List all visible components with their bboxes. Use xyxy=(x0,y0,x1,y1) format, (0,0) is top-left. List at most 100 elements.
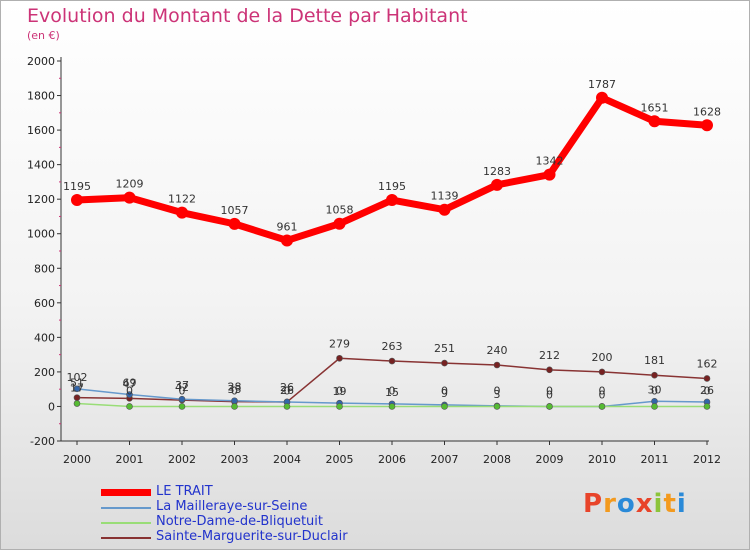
data-label: 1139 xyxy=(431,190,459,203)
data-label: 28 xyxy=(228,381,242,394)
series-point xyxy=(543,168,556,181)
series-point xyxy=(126,403,133,410)
data-label: 33 xyxy=(228,383,242,396)
data-label: 1057 xyxy=(221,204,249,217)
data-label: 9 xyxy=(441,387,448,400)
data-label: 26 xyxy=(280,381,294,394)
x-tick-label: 2010 xyxy=(588,453,616,466)
series-point xyxy=(178,403,186,410)
data-label: 279 xyxy=(329,337,350,350)
legend-item: LE TRAIT xyxy=(101,484,421,500)
data-label: 37 xyxy=(175,379,189,392)
chart-unit-subtitle: (en €) xyxy=(27,29,60,42)
x-tick-label: 2008 xyxy=(483,453,511,466)
logo-letter: P xyxy=(583,489,604,519)
y-tick-label: 2000 xyxy=(27,55,55,68)
series-point xyxy=(441,403,448,410)
series-point xyxy=(73,394,81,401)
data-label: 1283 xyxy=(483,165,511,178)
legend-item: Sainte-Marguerite-sur-Duclair xyxy=(101,529,421,545)
series-point xyxy=(176,206,188,219)
series-point xyxy=(73,385,81,393)
series-point xyxy=(126,391,133,398)
x-tick-label: 2003 xyxy=(221,453,249,466)
y-tick-label: 800 xyxy=(34,262,55,275)
legend-swatch xyxy=(101,537,151,539)
legend-swatch xyxy=(101,507,151,509)
y-tick-label: 1200 xyxy=(27,193,55,206)
series-point xyxy=(648,115,661,128)
proxiti-logo: Proxiti xyxy=(583,489,687,519)
data-label: 0 xyxy=(389,384,396,397)
series-line xyxy=(76,94,708,244)
series-point xyxy=(388,357,396,365)
x-tick-label: 2007 xyxy=(431,453,459,466)
series-point xyxy=(441,359,448,367)
y-tick-label: 1600 xyxy=(27,124,55,137)
data-label: 15 xyxy=(385,386,399,399)
data-label: 3 xyxy=(494,388,501,401)
series-point xyxy=(123,191,136,204)
series-point xyxy=(598,403,606,410)
x-tick-label: 2000 xyxy=(63,453,91,466)
legend-label: LE TRAIT xyxy=(156,484,213,499)
legend-item: La Mailleraye-sur-Seine xyxy=(101,499,421,515)
y-tick-label: 1400 xyxy=(27,159,55,172)
data-label: 69 xyxy=(123,377,137,390)
data-label: 19 xyxy=(333,385,347,398)
y-tick-label: 1800 xyxy=(27,90,55,103)
series-point xyxy=(71,194,83,207)
series-point xyxy=(651,371,658,379)
x-tick-label: 2004 xyxy=(273,453,301,466)
data-label: 42 xyxy=(175,381,189,394)
y-tick-label: -200 xyxy=(30,435,55,448)
series-point xyxy=(491,178,503,191)
y-tick-label: 400 xyxy=(34,331,55,344)
data-label: 26 xyxy=(700,384,714,397)
x-tick-label: 2005 xyxy=(326,453,354,466)
data-label: 961 xyxy=(277,220,298,233)
logo-letter: r xyxy=(603,489,617,519)
data-label: 181 xyxy=(644,354,665,367)
y-tick-label: 200 xyxy=(34,366,55,379)
series-point xyxy=(386,194,398,207)
series-point xyxy=(596,91,608,104)
x-tick-label: 2012 xyxy=(693,453,721,466)
data-label: 0 xyxy=(546,384,553,397)
chart-title: Evolution du Montant de la Dette par Hab… xyxy=(27,5,468,27)
series-point xyxy=(333,217,346,230)
data-label: 0 xyxy=(126,384,133,397)
data-label: 0 xyxy=(599,384,606,397)
data-label: 251 xyxy=(434,342,455,355)
logo-letter: t xyxy=(663,489,677,519)
series-point xyxy=(231,397,238,405)
logo-letter: x xyxy=(635,489,654,519)
series-point xyxy=(336,354,343,362)
data-label: 47 xyxy=(123,377,137,390)
data-label: 1122 xyxy=(168,193,196,206)
series-point xyxy=(336,403,343,410)
series-point xyxy=(228,217,241,230)
chart-legend: LE TRAIT La Mailleraye-sur-Seine Notre-Dam… xyxy=(101,484,421,545)
legend-item: Notre-Dame-de-Bliquetuit xyxy=(101,514,421,530)
x-tick-label: 2002 xyxy=(168,453,196,466)
data-label: 30 xyxy=(648,383,662,396)
series-point xyxy=(701,119,713,132)
data-label: 1787 xyxy=(588,78,616,91)
series-point xyxy=(438,203,451,216)
series-point xyxy=(703,403,711,410)
data-label: 1195 xyxy=(378,180,406,193)
y-tick-label: 1000 xyxy=(27,228,55,241)
data-label: 0 xyxy=(651,384,658,397)
logo-letter: i xyxy=(653,489,664,519)
legend-label: Sainte-Marguerite-sur-Duclair xyxy=(156,529,348,544)
series-point xyxy=(178,395,186,403)
data-label: 102 xyxy=(67,371,88,384)
logo-letter: o xyxy=(616,489,636,519)
x-tick-label: 2001 xyxy=(116,453,144,466)
series-point xyxy=(388,403,396,410)
data-label: 51 xyxy=(70,377,84,390)
data-label: 1195 xyxy=(63,180,91,193)
data-label: 0 xyxy=(704,384,711,397)
